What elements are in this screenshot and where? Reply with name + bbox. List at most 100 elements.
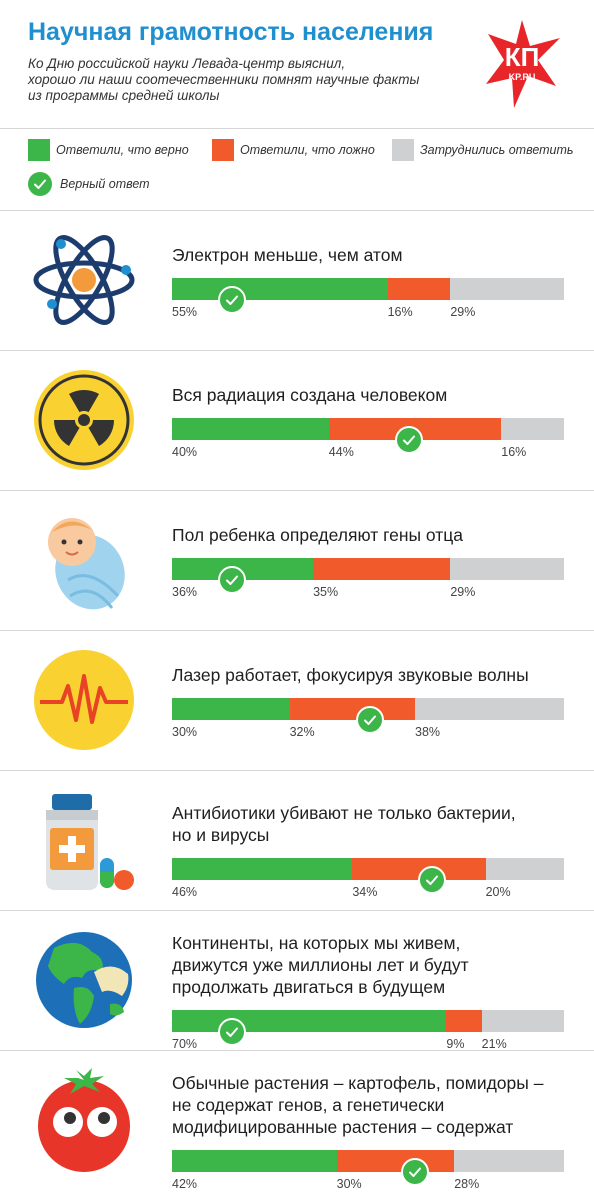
question-line: не содержат генов, а генетически bbox=[172, 1095, 445, 1115]
legend-label: Затруднились ответить bbox=[420, 143, 574, 157]
bar-segment-true bbox=[172, 418, 329, 440]
legend-correct: Верный ответ bbox=[28, 172, 150, 196]
value-label: 42% bbox=[172, 1177, 198, 1191]
divider bbox=[0, 490, 594, 491]
tomato-icon bbox=[38, 1068, 130, 1172]
question-line: Вся радиация создана человеком bbox=[172, 385, 448, 405]
question-line: Электрон меньше, чем атом bbox=[172, 245, 403, 265]
correct-answer-check-icon bbox=[355, 706, 384, 734]
bar-segment-false bbox=[313, 558, 451, 580]
divider bbox=[0, 210, 594, 211]
divider bbox=[0, 770, 594, 771]
legend-unsure: Затруднились ответить bbox=[392, 139, 574, 161]
legend-label: Ответили, что верно bbox=[56, 143, 189, 157]
question-row: Обычные растения – картофель, помидоры –… bbox=[0, 1050, 594, 1191]
question-line: Пол ребенка определяют гены отца bbox=[172, 525, 464, 545]
bar-segment-unsure bbox=[481, 1010, 564, 1032]
divider bbox=[0, 128, 594, 129]
bar-segment-unsure bbox=[415, 698, 564, 720]
bar-segment-false bbox=[289, 698, 416, 720]
bar-segment-false bbox=[387, 278, 451, 300]
value-label: 28% bbox=[454, 1177, 480, 1191]
value-label: 16% bbox=[387, 305, 413, 319]
page-title: Научная грамотность населения bbox=[28, 18, 434, 46]
value-label: 30% bbox=[336, 1177, 362, 1191]
bar-segment-false bbox=[446, 1010, 482, 1032]
globe-icon bbox=[36, 932, 132, 1028]
legend-swatch-unsure bbox=[392, 139, 414, 161]
divider bbox=[0, 630, 594, 631]
value-label: 70% bbox=[172, 1037, 198, 1051]
legend-swatch-true bbox=[28, 139, 50, 161]
question-line: но и вирусы bbox=[172, 825, 270, 845]
divider bbox=[0, 350, 594, 351]
question-row: Континенты, на которых мы живем, движутся… bbox=[0, 910, 594, 1051]
value-label: 32% bbox=[289, 725, 315, 739]
question-row: Антибиотики убивают не только бактерии, н… bbox=[0, 770, 594, 910]
question-row: Лазер работает, фокусируя звуковые волны… bbox=[0, 630, 594, 770]
correct-answer-check-icon bbox=[218, 1018, 246, 1046]
divider bbox=[0, 1050, 594, 1051]
question-line: модифицированные растения – содержат bbox=[172, 1117, 514, 1137]
question-text: Обычные растения – картофель, помидоры –… bbox=[172, 1072, 576, 1138]
question-line: Континенты, на которых мы живем, bbox=[172, 933, 461, 953]
legend-true: Ответили, что верно bbox=[28, 139, 189, 161]
bar-segment-true bbox=[172, 858, 353, 880]
question-text: Пол ребенка определяют гены отца bbox=[172, 524, 576, 546]
logo-text: КП bbox=[505, 42, 540, 72]
stacked-bar bbox=[172, 858, 564, 880]
question-row: Электрон меньше, чем атом 55% 16% 29% bbox=[0, 210, 594, 350]
value-label: 44% bbox=[328, 445, 354, 459]
value-label: 36% bbox=[172, 585, 198, 599]
value-label: 30% bbox=[172, 725, 198, 739]
value-label: 20% bbox=[485, 885, 511, 899]
stacked-bar bbox=[172, 698, 564, 720]
question-text: Электрон меньше, чем атом bbox=[172, 244, 576, 266]
legend-label: Ответили, что ложно bbox=[240, 143, 375, 157]
value-label: 38% bbox=[415, 725, 441, 739]
question-text: Вся радиация создана человеком bbox=[172, 384, 576, 406]
stacked-bar bbox=[172, 1150, 564, 1172]
bar-segment-true bbox=[172, 698, 290, 720]
correct-answer-check-icon bbox=[401, 1158, 430, 1186]
radiation-icon bbox=[34, 370, 134, 470]
question-line: Антибиотики убивают не только бактерии, bbox=[172, 803, 516, 823]
stacked-bar bbox=[172, 558, 564, 580]
value-label: 46% bbox=[172, 885, 198, 899]
bar-segment-unsure bbox=[454, 1150, 564, 1172]
atom-icon bbox=[33, 235, 135, 325]
value-label: 40% bbox=[172, 445, 198, 459]
question-line: движутся уже миллионы лет и будут bbox=[172, 955, 469, 975]
value-label: 9% bbox=[446, 1037, 465, 1051]
page-subtitle: Ко Дню российской науки Левада-центр выя… bbox=[28, 56, 448, 104]
question-text: Антибиотики убивают не только бактерии, н… bbox=[172, 802, 576, 846]
logo-sub: KP.RU bbox=[509, 72, 536, 82]
correct-answer-check-icon bbox=[418, 866, 447, 894]
question-row: Вся радиация создана человеком 40% 44% 16% bbox=[0, 350, 594, 490]
bar-segment-unsure bbox=[501, 418, 564, 440]
subtitle-line: хорошо ли наши соотечественники помнят н… bbox=[28, 72, 420, 87]
correct-answer-check-icon bbox=[394, 426, 423, 454]
bar-segment-unsure bbox=[450, 558, 564, 580]
legend-label: Верный ответ bbox=[60, 177, 150, 191]
question-line: продолжать двигаться в будущем bbox=[172, 977, 446, 997]
bar-segment-unsure bbox=[485, 858, 564, 880]
subtitle-line: из программы средней школы bbox=[28, 88, 220, 103]
question-text: Лазер работает, фокусируя звуковые волны bbox=[172, 664, 576, 686]
stacked-bar bbox=[172, 418, 564, 440]
divider bbox=[0, 910, 594, 911]
kp-logo: КП KP.RU bbox=[486, 20, 560, 108]
value-label: 35% bbox=[313, 585, 339, 599]
correct-answer-check-icon bbox=[218, 566, 246, 594]
baby-icon bbox=[48, 518, 125, 610]
value-label: 21% bbox=[481, 1037, 507, 1051]
correct-answer-check-icon bbox=[218, 286, 246, 314]
bar-segment-true bbox=[172, 278, 388, 300]
value-label: 16% bbox=[501, 445, 527, 459]
value-label: 34% bbox=[352, 885, 378, 899]
question-row: Пол ребенка определяют гены отца 36% 35% 29… bbox=[0, 490, 594, 630]
value-label: 29% bbox=[450, 305, 476, 319]
bar-segment-true bbox=[172, 558, 314, 580]
bar-segment-true bbox=[172, 1150, 337, 1172]
legend-swatch-false bbox=[212, 139, 234, 161]
